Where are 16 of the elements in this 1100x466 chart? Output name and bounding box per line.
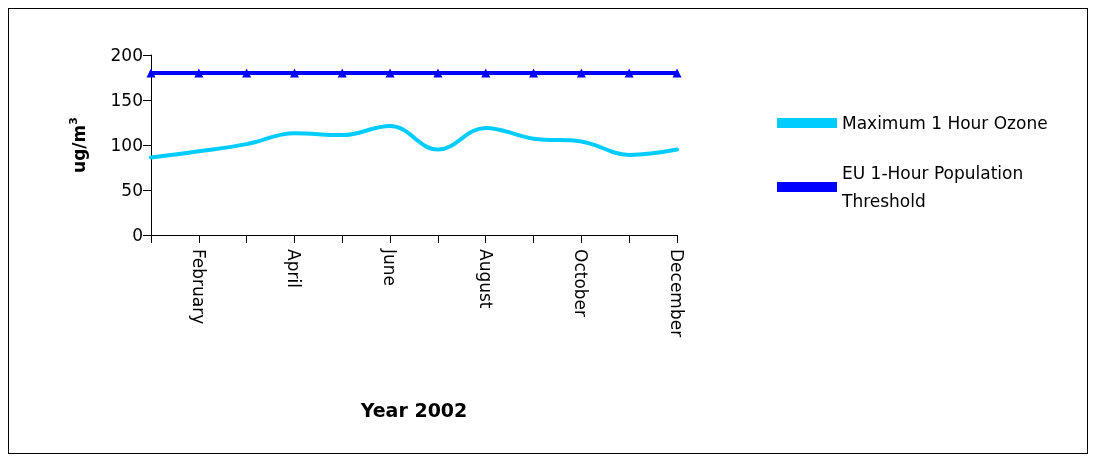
y-tick-label: 200: [110, 45, 143, 65]
line-series: [149, 124, 679, 160]
x-tick-label: June: [380, 248, 401, 287]
x-tick-label: October: [571, 249, 592, 318]
y-tick-label: 100: [110, 135, 143, 155]
x-tick-label: December: [667, 249, 687, 338]
legend-label: Maximum 1 Hour Ozone: [842, 113, 1048, 133]
y-tick-label: 50: [121, 180, 143, 200]
x-tick-label: April: [284, 249, 305, 288]
y-tick-label: 0: [132, 225, 143, 245]
x-tick-label: February: [188, 249, 209, 325]
y-axis-title: ug/m3: [67, 117, 89, 173]
x-axis-title: Year 2002: [359, 398, 468, 421]
x-tick-label: August: [475, 249, 496, 309]
legend-label: EU 1-Hour Population Threshold: [841, 163, 1029, 211]
y-tick-label: 150: [110, 90, 143, 110]
